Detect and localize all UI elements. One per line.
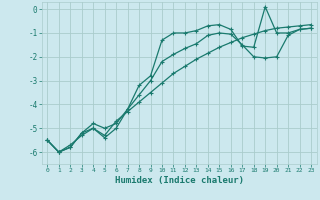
X-axis label: Humidex (Indice chaleur): Humidex (Indice chaleur) [115,176,244,185]
